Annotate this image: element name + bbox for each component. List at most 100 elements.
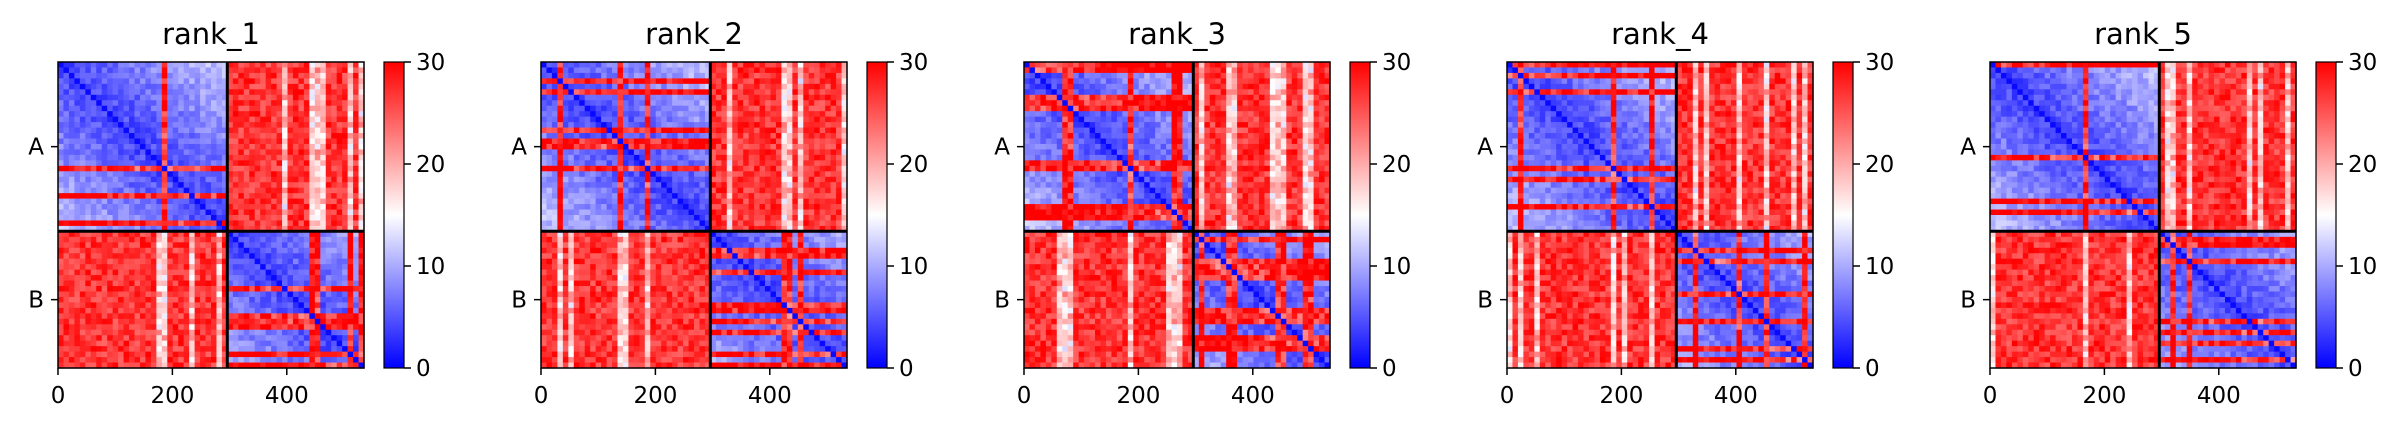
heatmap-cell <box>628 78 635 85</box>
heatmap-cell <box>342 127 349 134</box>
heatmap-cell <box>694 215 701 222</box>
heatmap-cell <box>129 111 136 118</box>
heatmap-cell <box>661 176 668 183</box>
heatmap-cell <box>167 89 174 96</box>
heatmap-cell <box>336 111 343 118</box>
heatmap-cell <box>661 182 668 189</box>
heatmap-cell <box>325 116 332 123</box>
heatmap-cell <box>85 329 92 336</box>
heatmap-cell <box>276 67 283 74</box>
heatmap-cell <box>96 286 103 293</box>
heatmap-cell <box>325 198 332 205</box>
heatmap-cell <box>639 138 646 145</box>
heatmap-cell <box>156 182 163 189</box>
heatmap-cell <box>639 122 646 129</box>
heatmap-cell <box>123 165 130 172</box>
heatmap-cell <box>353 313 360 320</box>
heatmap-cell <box>688 111 695 118</box>
heatmap-cell <box>743 100 750 107</box>
heatmap-cell <box>254 291 261 298</box>
heatmap-cell <box>79 122 86 129</box>
heatmap-cell <box>200 198 207 205</box>
heatmap-cell <box>644 165 651 172</box>
heatmap-cell <box>265 307 272 314</box>
heatmap-cell <box>276 313 283 320</box>
heatmap-cell <box>227 78 234 85</box>
heatmap-cell <box>254 231 261 238</box>
heatmap-cell <box>123 138 130 145</box>
heatmap-cell <box>612 72 619 79</box>
heatmap-cell <box>557 154 564 161</box>
heatmap-cell <box>541 133 548 140</box>
heatmap-cell <box>792 225 799 232</box>
heatmap-cell <box>68 67 75 74</box>
heatmap-cell <box>666 105 673 112</box>
heatmap-cell <box>601 83 608 90</box>
heatmap-cell <box>260 242 267 249</box>
heatmap-cell <box>167 335 174 342</box>
heatmap-cell <box>759 72 766 79</box>
heatmap-cell <box>68 253 75 260</box>
heatmap-cell <box>172 209 179 216</box>
heatmap-cell <box>101 357 108 364</box>
heatmap-cell <box>249 247 256 254</box>
heatmap-cell <box>150 220 157 227</box>
heatmap-cell <box>715 78 722 85</box>
heatmap-cell <box>79 324 86 331</box>
heatmap-cell <box>781 171 788 178</box>
heatmap-cell <box>672 105 679 112</box>
heatmap-cell <box>836 187 843 194</box>
heatmap-cell <box>85 258 92 265</box>
heatmap-cell <box>347 324 354 331</box>
heatmap-cell <box>211 154 218 161</box>
heatmap-cell <box>814 171 821 178</box>
heatmap-cell <box>759 182 766 189</box>
heatmap-cell <box>639 215 646 222</box>
heatmap-cell <box>612 83 619 90</box>
heatmap-cell <box>221 231 228 238</box>
heatmap-cell <box>303 362 310 369</box>
heatmap-cell <box>358 351 365 358</box>
heatmap-cell <box>85 242 92 249</box>
heatmap-cell <box>90 143 97 151</box>
heatmap-cell <box>112 193 119 200</box>
heatmap-cell <box>721 78 728 85</box>
heatmap-cell <box>309 215 316 222</box>
heatmap-cell <box>161 318 168 325</box>
heatmap-cell <box>161 204 168 211</box>
heatmap-cell <box>145 171 152 178</box>
heatmap-cell <box>590 94 597 101</box>
heatmap-cell <box>254 138 261 145</box>
heatmap-cell <box>568 215 575 222</box>
heatmap-cell <box>74 340 81 347</box>
heatmap-cell <box>298 204 305 211</box>
heatmap-cell <box>792 187 799 194</box>
heatmap-cell <box>830 225 837 232</box>
heatmap-cell <box>123 362 130 369</box>
heatmap-cell <box>189 78 196 85</box>
heatmap-cell <box>216 335 223 342</box>
heatmap-cell <box>58 62 65 69</box>
heatmap-cell <box>167 67 174 74</box>
heatmap-cell <box>551 160 558 167</box>
heatmap-cell <box>150 296 157 304</box>
heatmap-cell <box>271 275 278 282</box>
heatmap-cell <box>688 182 695 189</box>
heatmap-cell <box>830 182 837 189</box>
heatmap-cell <box>557 149 564 156</box>
heatmap-cell <box>331 138 338 145</box>
heatmap-cell <box>699 160 706 167</box>
heatmap-cell <box>732 138 739 145</box>
heatmap-cell <box>655 83 662 90</box>
heatmap-cell <box>748 122 755 129</box>
heatmap-cell <box>754 236 761 243</box>
heatmap-cell <box>825 127 832 134</box>
heatmap-cell <box>85 154 92 161</box>
heatmap-cell <box>276 247 283 254</box>
heatmap-cell <box>601 111 608 118</box>
heatmap-cell <box>238 236 245 243</box>
heatmap-cell <box>68 149 75 156</box>
heatmap-cell <box>633 193 640 200</box>
heatmap-cell <box>617 94 624 101</box>
heatmap-cell <box>617 225 624 232</box>
